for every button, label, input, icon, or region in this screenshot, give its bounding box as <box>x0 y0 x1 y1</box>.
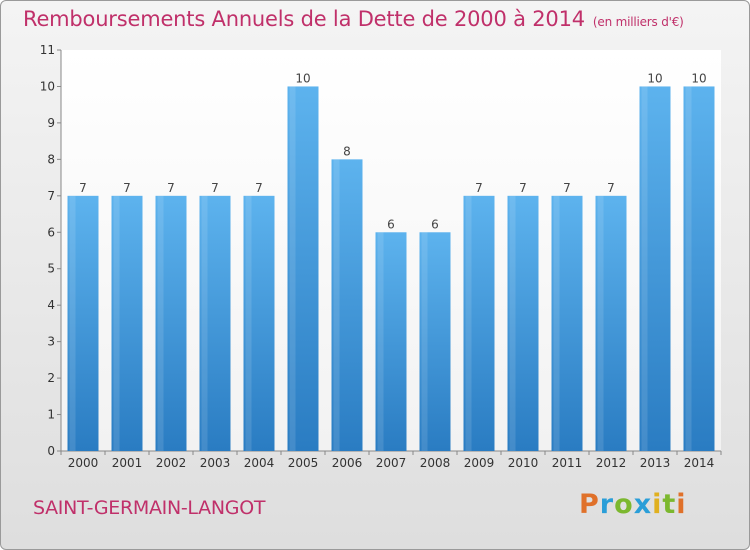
bar-value-label: 7 <box>607 181 615 195</box>
bar-value-label: 7 <box>167 181 175 195</box>
commune-name: SAINT-GERMAIN-LANGOT <box>33 497 266 519</box>
bar <box>287 86 319 452</box>
x-tick-label: 2005 <box>288 456 319 470</box>
bar <box>155 195 187 451</box>
bar-value-label: 7 <box>255 181 263 195</box>
bar-highlight <box>421 232 428 451</box>
bar-value-label: 7 <box>79 181 87 195</box>
x-tick-label: 2006 <box>332 456 363 470</box>
bar-value-label: 7 <box>563 181 571 195</box>
bar-highlight <box>157 195 164 451</box>
y-tick-label: 8 <box>47 152 55 166</box>
y-tick-label: 10 <box>40 79 55 93</box>
title-text: Remboursements Annuels de la Dette de 20… <box>23 7 585 31</box>
bar <box>111 195 143 451</box>
bar-highlight <box>509 195 516 451</box>
bar-highlight <box>641 86 648 452</box>
bar-value-label: 6 <box>431 217 439 231</box>
x-tick-label: 2013 <box>640 456 671 470</box>
y-tick-label: 5 <box>47 262 55 276</box>
x-tick-label: 2003 <box>200 456 231 470</box>
x-tick-label: 2002 <box>156 456 187 470</box>
bar-value-label: 6 <box>387 217 395 231</box>
plot-area: 0 1 2 3 4 5 6 7 8 9 10 11 7 2000 7 2001 7 2002 7 2003 7 2004 1… <box>40 43 722 470</box>
bar-value-label: 7 <box>519 181 527 195</box>
bar-highlight <box>333 159 340 451</box>
x-tick-label: 2009 <box>464 456 495 470</box>
bar <box>683 86 715 452</box>
y-tick-label: 4 <box>47 298 55 312</box>
bar-highlight <box>685 86 692 452</box>
x-tick-label: 2007 <box>376 456 407 470</box>
bar-value-label: 7 <box>475 181 483 195</box>
x-tick-label: 2008 <box>420 456 451 470</box>
bar <box>331 159 363 451</box>
x-tick-label: 2004 <box>244 456 275 470</box>
bar-value-label: 10 <box>647 71 662 85</box>
bar-highlight <box>113 195 120 451</box>
bar-highlight <box>201 195 208 451</box>
bar <box>551 195 583 451</box>
bar <box>507 195 539 451</box>
y-tick-label: 11 <box>40 43 55 57</box>
bar-highlight <box>289 86 296 452</box>
bar <box>419 232 451 451</box>
bar-highlight <box>245 195 252 451</box>
bar <box>199 195 231 451</box>
x-tick-label: 2012 <box>596 456 627 470</box>
chart-title: Remboursements Annuels de la Dette de 20… <box>23 7 684 31</box>
y-tick-label: 0 <box>47 444 55 458</box>
bar-value-label: 10 <box>691 71 706 85</box>
bar <box>639 86 671 452</box>
bar <box>243 195 275 451</box>
proxiti-logo: Proxiti <box>579 489 687 520</box>
y-tick-label: 1 <box>47 408 55 422</box>
x-tick-label: 2011 <box>552 456 583 470</box>
bar-highlight <box>377 232 384 451</box>
bar <box>463 195 495 451</box>
y-tick-label: 3 <box>47 335 55 349</box>
bar-highlight <box>597 195 604 451</box>
y-tick-label: 9 <box>47 116 55 130</box>
bar-highlight <box>553 195 560 451</box>
x-tick-label: 2010 <box>508 456 539 470</box>
bar <box>375 232 407 451</box>
y-tick-label: 6 <box>47 225 55 239</box>
bar-value-label: 7 <box>123 181 131 195</box>
bar <box>67 195 99 451</box>
bar-value-label: 10 <box>295 71 310 85</box>
bar-highlight <box>69 195 76 451</box>
x-tick-label: 2014 <box>684 456 715 470</box>
x-tick-label: 2001 <box>112 456 143 470</box>
bar-value-label: 8 <box>343 144 351 158</box>
bar-value-label: 7 <box>211 181 219 195</box>
bar-highlight <box>465 195 472 451</box>
bar <box>595 195 627 451</box>
units-label: (en milliers d'€) <box>592 15 684 29</box>
x-tick-label: 2000 <box>68 456 99 470</box>
y-tick-label: 7 <box>47 189 55 203</box>
y-tick-label: 2 <box>47 371 55 385</box>
